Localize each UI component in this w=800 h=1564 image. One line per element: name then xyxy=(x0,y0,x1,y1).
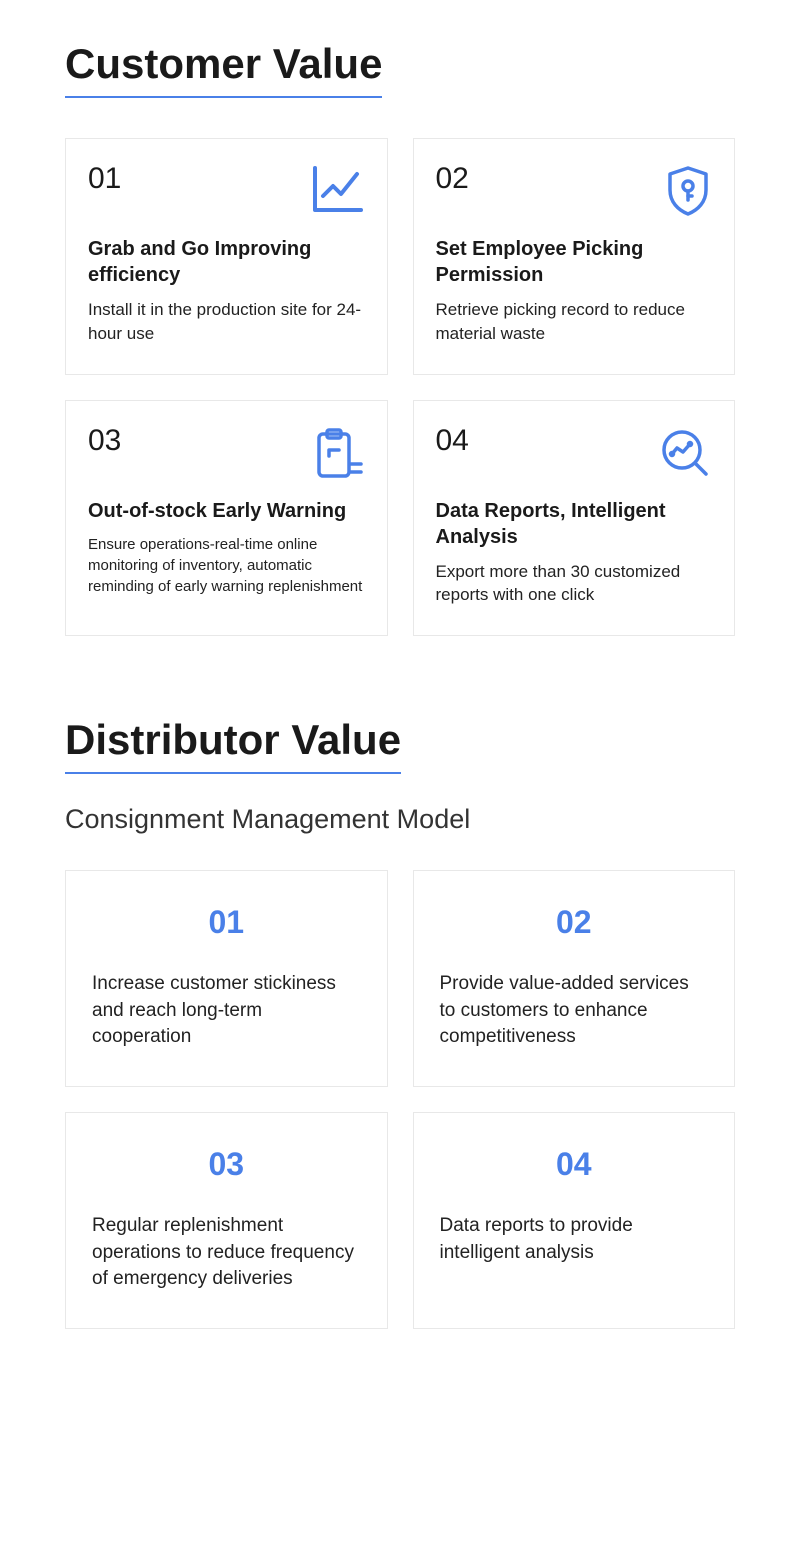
distributor-card: 02 Provide value-added services to custo… xyxy=(413,870,736,1087)
card-number: 02 xyxy=(436,164,469,194)
card-description: Export more than 30 customized reports w… xyxy=(436,560,713,608)
card-number-blue: 03 xyxy=(88,1146,365,1183)
card-description: Ensure operations-real-time online monit… xyxy=(88,534,365,597)
card-number: 03 xyxy=(88,426,121,456)
card-description: Data reports to provide intelligent anal… xyxy=(436,1213,713,1266)
card-description: Regular replenishment operations to redu… xyxy=(88,1213,365,1293)
card-top-row: 01 xyxy=(88,164,365,224)
shield-key-icon xyxy=(664,164,712,216)
customer-card: 01 Grab and Go Improving efficiency Inst… xyxy=(65,138,388,375)
card-number-blue: 04 xyxy=(436,1146,713,1183)
card-number: 04 xyxy=(436,426,469,456)
card-title: Data Reports, Intelligent Analysis xyxy=(436,498,713,550)
card-number: 01 xyxy=(88,164,121,194)
card-description: Increase customer stickiness and reach l… xyxy=(88,971,365,1051)
line-chart-icon xyxy=(309,164,365,214)
card-description: Install it in the production site for 24… xyxy=(88,298,365,346)
card-top-row: 02 xyxy=(436,164,713,224)
card-top-row: 04 xyxy=(436,426,713,486)
customer-card: 02 Set Employee Picking Permission Retri… xyxy=(413,138,736,375)
customer-value-title: Customer Value xyxy=(65,40,382,98)
card-number-blue: 01 xyxy=(88,904,365,941)
card-title: Out-of-stock Early Warning xyxy=(88,498,365,524)
customer-cards-grid: 01 Grab and Go Improving efficiency Inst… xyxy=(65,138,735,636)
distributor-card: 01 Increase customer stickiness and reac… xyxy=(65,870,388,1087)
card-title: Grab and Go Improving efficiency xyxy=(88,236,365,288)
card-title: Set Employee Picking Permission xyxy=(436,236,713,288)
distributor-card: 03 Regular replenishment operations to r… xyxy=(65,1112,388,1329)
distributor-cards-grid: 01 Increase customer stickiness and reac… xyxy=(65,870,735,1329)
distributor-subtitle: Consignment Management Model xyxy=(65,804,735,835)
customer-card: 04 Data Reports, Intelligent Analysis Ex… xyxy=(413,400,736,637)
distributor-value-title: Distributor Value xyxy=(65,716,401,774)
card-number-blue: 02 xyxy=(436,904,713,941)
card-top-row: 03 xyxy=(88,426,365,486)
distributor-card: 04 Data reports to provide intelligent a… xyxy=(413,1112,736,1329)
card-description: Retrieve picking record to reduce materi… xyxy=(436,298,713,346)
customer-card: 03 Out-of-stock Early Warning Ensure ope… xyxy=(65,400,388,637)
magnify-chart-icon xyxy=(658,426,712,480)
clipboard-icon xyxy=(313,426,365,482)
card-description: Provide value-added services to customer… xyxy=(436,971,713,1051)
